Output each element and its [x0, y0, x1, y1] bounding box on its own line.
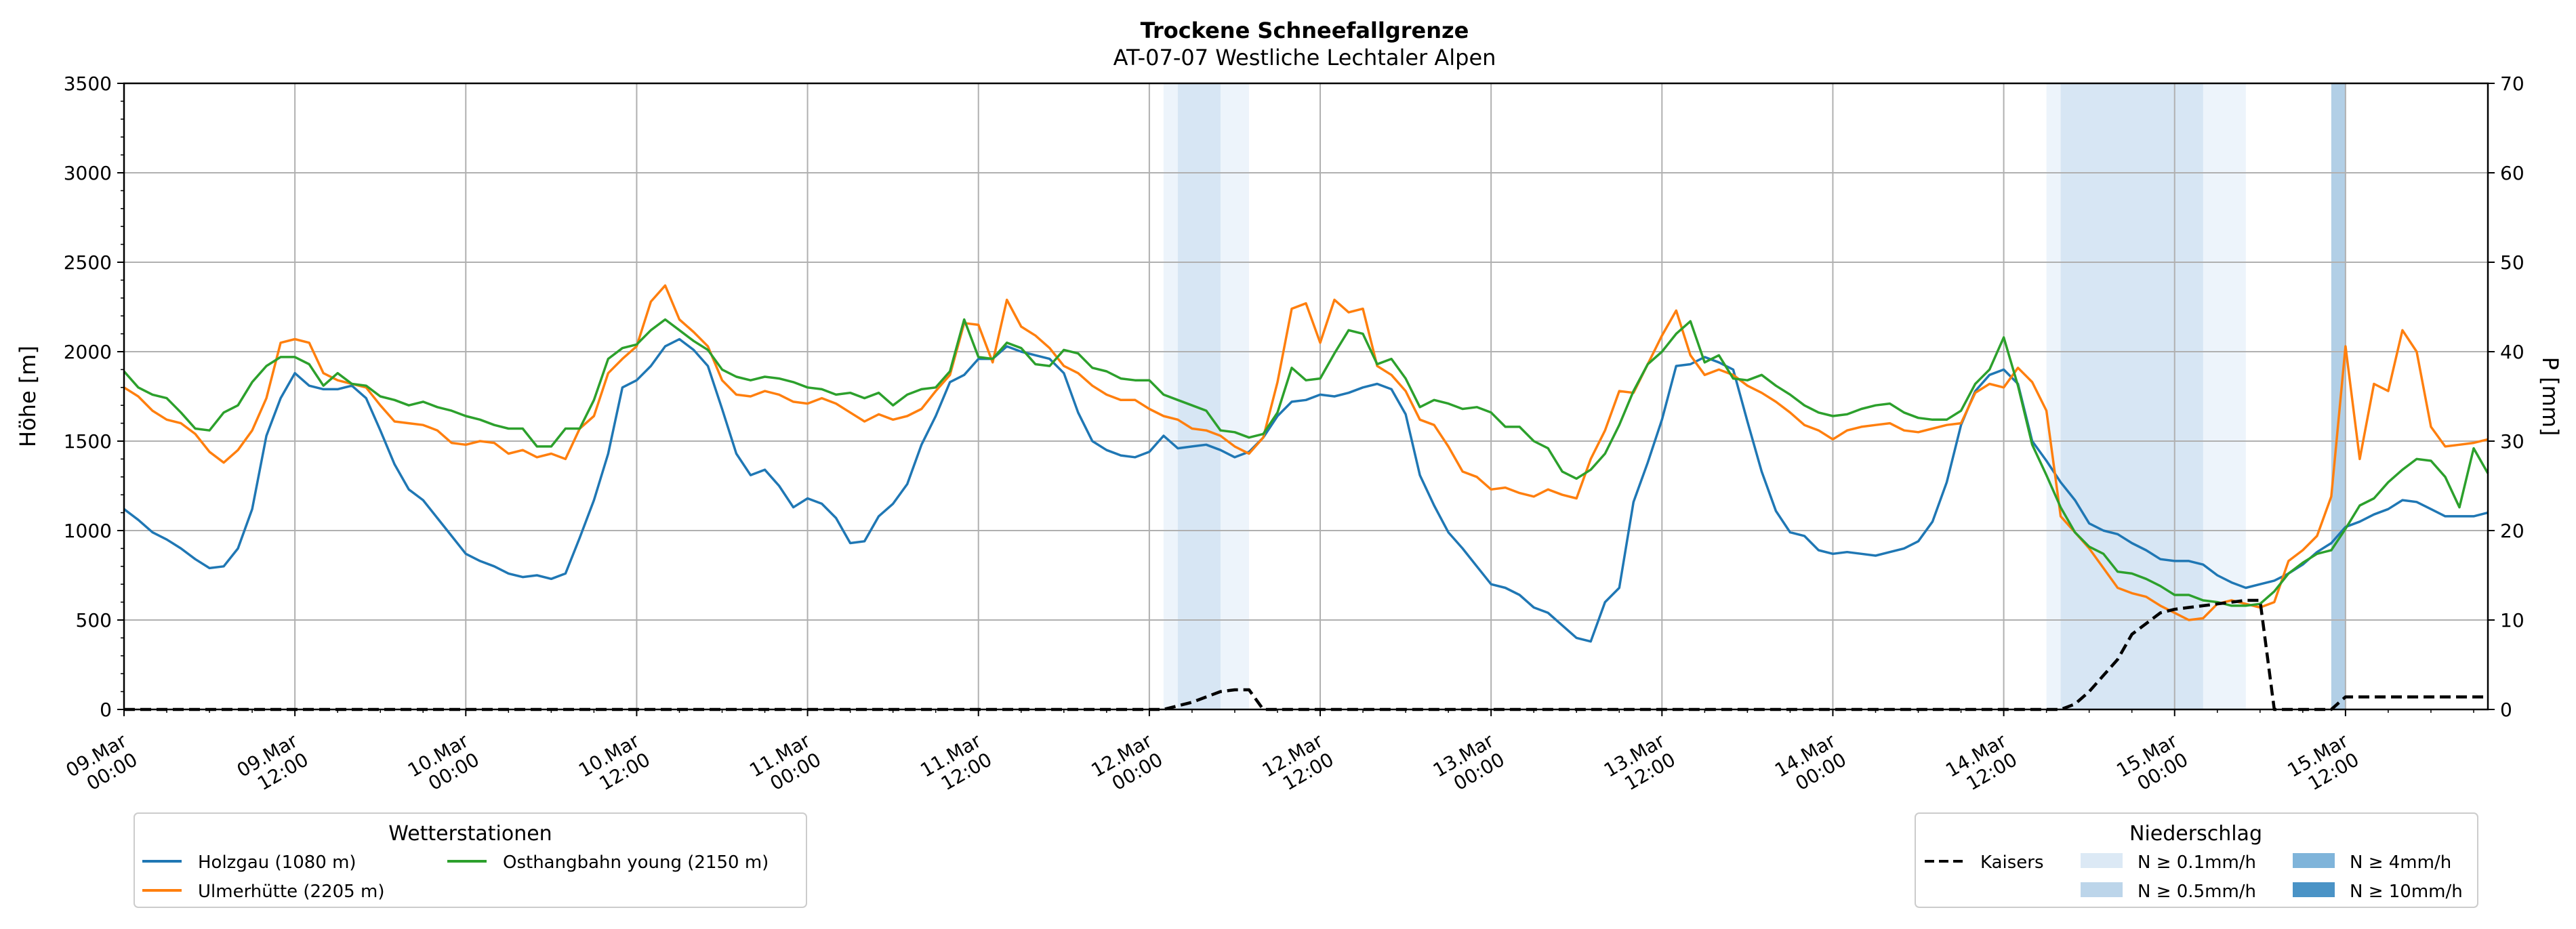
legend-swatch-n01 [2081, 853, 2123, 868]
y2-tick-label-6: 60 [2500, 162, 2524, 184]
x-tick-label-12: 15.Mar00:00 [2112, 729, 2192, 800]
y-tick-label-1: 500 [76, 609, 112, 632]
x-tick-label-1: 09.Mar12:00 [233, 729, 312, 800]
plot-frame [123, 82, 2489, 711]
series-line-3 [124, 598, 2488, 711]
x-tick-label-8: 13.Mar00:00 [1429, 729, 1509, 800]
precip-band-4 [2331, 83, 2346, 709]
y2-tick-label-7: 70 [2500, 73, 2524, 95]
series-line-1 [123, 284, 2489, 621]
y-tick-label-5: 2500 [64, 251, 112, 274]
x-tick-label-3: 10.Mar12:00 [575, 729, 654, 800]
legend-label-osthangbahn: Osthangbahn young (2150 m) [503, 852, 769, 873]
chart-title: Trockene Schneefallgrenze [1141, 18, 1469, 43]
legend-swatch-n05 [2081, 882, 2123, 897]
precip-band-3 [2060, 83, 2203, 709]
legend-label-kaisers: Kaisers [1980, 852, 2044, 873]
y2-axis-ticks: 0 10 20 30 40 50 60 70 [2488, 73, 2524, 721]
chart-subtitle: AT-07-07 Westliche Lechtaler Alpen [1113, 45, 1496, 70]
legend-precip: Niederschlag Kaisers N ≥ 0.1mm/h N ≥ 4mm… [1915, 812, 2478, 908]
legend-label-n01: N ≥ 0.1mm/h [2138, 852, 2256, 873]
legend-label-n4: N ≥ 4mm/h [2350, 852, 2451, 873]
y2-tick-label-4: 40 [2500, 341, 2524, 363]
y-axis-ticks: 0 500 1000 1500 2000 2500 3000 3500 [64, 73, 124, 721]
x-tick-label-7: 12.Mar12:00 [1259, 729, 1338, 800]
series-line-0 [123, 337, 2489, 643]
legend-label-n10: N ≥ 10mm/h [2350, 882, 2463, 902]
y2-tick-label-1: 10 [2500, 609, 2524, 632]
legend-label-n05: N ≥ 0.5mm/h [2138, 882, 2256, 902]
y2-tick-label-3: 30 [2500, 430, 2524, 453]
precip-bands [1163, 83, 2346, 709]
y-axis-label: Höhe [m] [15, 346, 41, 447]
x-tick-label-5: 11.Mar12:00 [916, 729, 996, 800]
legend-stations-title: Wetterstationen [388, 822, 552, 846]
y2-tick-label-0: 0 [2500, 699, 2512, 721]
y2-tick-label-2: 20 [2500, 520, 2524, 542]
y-tick-label-2: 1000 [64, 520, 112, 542]
x-tick-label-11: 14.Mar12:00 [1942, 729, 2021, 800]
y-tick-label-7: 3500 [64, 73, 112, 95]
y-tick-label-0: 0 [100, 699, 112, 721]
y2-tick-label-5: 50 [2500, 251, 2524, 274]
y-tick-label-4: 2000 [64, 341, 112, 363]
x-tick-label-10: 14.Mar00:00 [1771, 729, 1850, 800]
legend-precip-frame [1915, 812, 2478, 908]
legend-swatch-n4 [2293, 853, 2335, 868]
x-tick-label-0: 09.Mar00:00 [62, 729, 142, 800]
legend-label-holzgau: Holzgau (1080 m) [198, 852, 356, 873]
series-lines [123, 284, 2489, 711]
series-line-2 [123, 318, 2489, 607]
legend-label-ulmerhuette: Ulmerhütte (2205 m) [198, 882, 384, 902]
y-tick-label-3: 1500 [64, 430, 112, 453]
x-tick-label-13: 15.Mar12:00 [2284, 729, 2363, 800]
legend-swatch-n10 [2293, 882, 2335, 897]
x-tick-label-2: 10.Mar00:00 [404, 729, 483, 800]
y2-axis-label: P [mm] [2537, 357, 2563, 436]
precip-band-1 [1177, 83, 1221, 709]
x-tick-label-6: 12.Mar00:00 [1088, 729, 1167, 800]
legend-stations: Wetterstationen Holzgau (1080 m) Ulmerhü… [134, 812, 807, 908]
x-tick-label-4: 11.Mar00:00 [745, 729, 825, 800]
legend-precip-title: Niederschlag [2129, 822, 2262, 846]
x-axis-ticks: 09.Mar00:00 09.Mar12:00 10.Mar00:00 10.Mar1… [62, 709, 2474, 800]
y-tick-label-6: 3000 [64, 162, 112, 184]
x-tick-label-9: 13.Mar12:00 [1600, 729, 1679, 800]
